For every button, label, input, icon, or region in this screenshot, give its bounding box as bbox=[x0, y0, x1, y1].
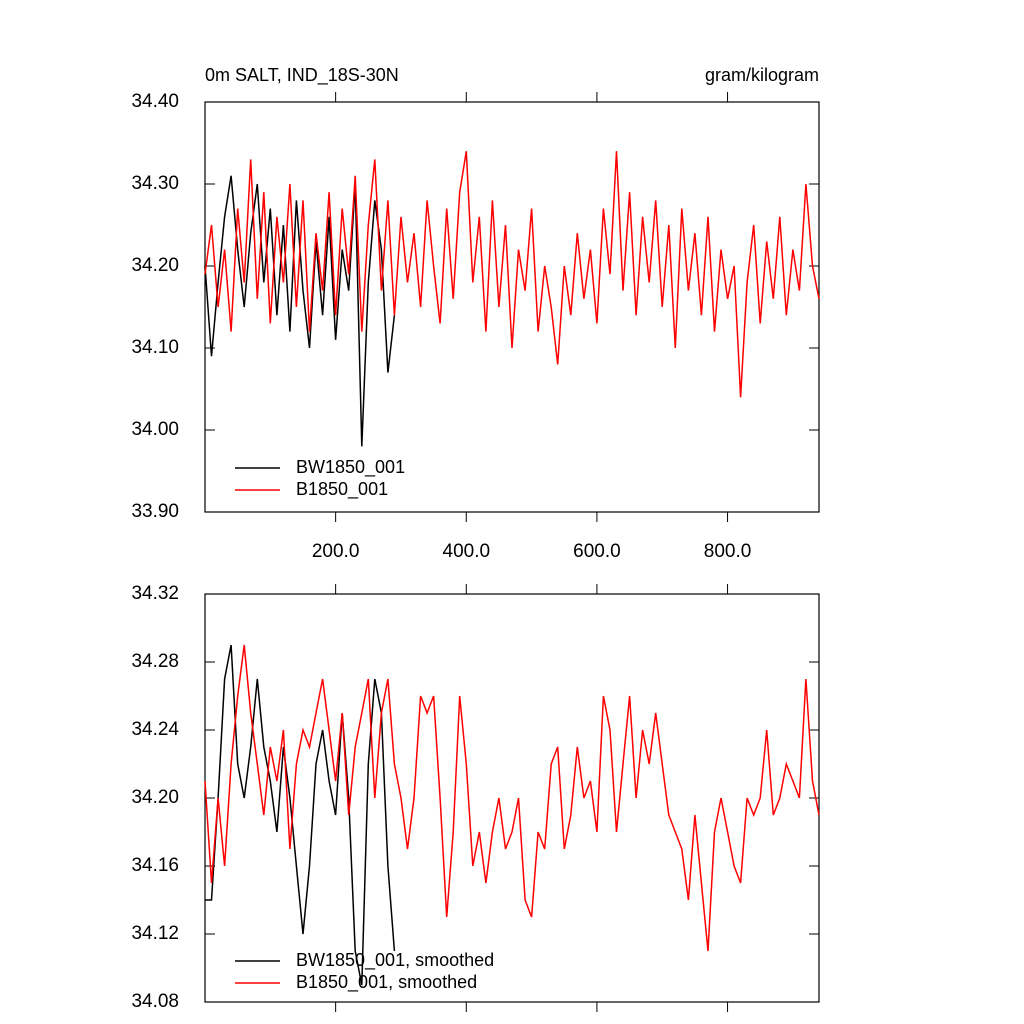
x-tick-label: 400.0 bbox=[443, 541, 491, 562]
y-tick-label: 34.16 bbox=[131, 855, 179, 876]
x-tick-label: 200.0 bbox=[312, 541, 360, 562]
y-tick-label: 34.20 bbox=[131, 255, 179, 276]
series-line bbox=[204, 644, 820, 952]
y-tick-label: 33.90 bbox=[131, 501, 179, 522]
y-tick-label: 34.10 bbox=[131, 337, 179, 358]
y-tick-label: 34.12 bbox=[131, 923, 179, 944]
x-tick-label: 800.0 bbox=[704, 541, 752, 562]
y-tick-label: 34.30 bbox=[131, 173, 179, 194]
y-tick-label: 34.20 bbox=[131, 787, 179, 808]
plot-frame bbox=[204, 101, 820, 513]
legend-label: BW1850_001 bbox=[296, 457, 405, 478]
chart-title: 0m SALT, IND_18S-30N bbox=[205, 65, 399, 86]
series-line bbox=[204, 175, 396, 447]
y-tick-label: 34.24 bbox=[131, 719, 179, 740]
series-line bbox=[205, 644, 396, 986]
y-tick-label: 34.00 bbox=[131, 419, 179, 440]
series-line bbox=[204, 151, 820, 398]
legend-label: B1850_001, smoothed bbox=[296, 972, 477, 993]
y-tick-label: 34.32 bbox=[131, 583, 179, 604]
legend-label: B1850_001 bbox=[296, 479, 388, 500]
legend-label: BW1850_001, smoothed bbox=[296, 950, 494, 971]
x-tick-label: 600.0 bbox=[573, 541, 621, 562]
y-tick-label: 34.08 bbox=[131, 991, 179, 1012]
plot-frame bbox=[204, 593, 820, 1003]
y-tick-label: 34.40 bbox=[131, 91, 179, 112]
units-label: gram/kilogram bbox=[705, 65, 819, 85]
y-tick-label: 34.28 bbox=[131, 651, 179, 672]
